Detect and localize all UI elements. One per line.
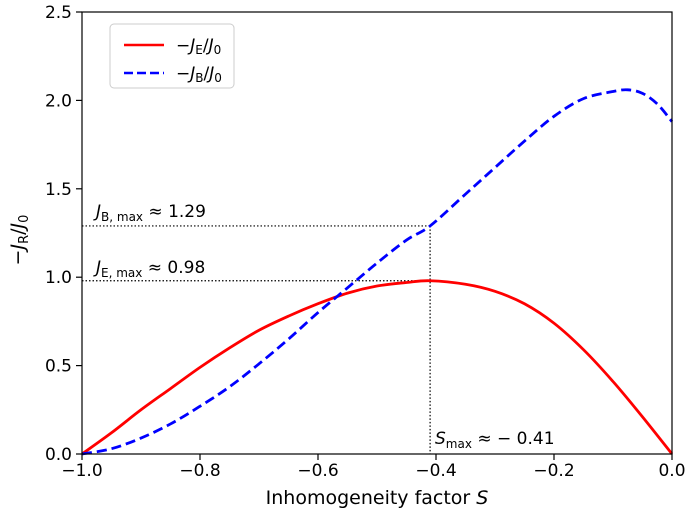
x-tick-label: −0.8: [179, 461, 220, 481]
x-tick-label: −0.2: [533, 461, 574, 481]
y-tick-label: 0.0: [45, 445, 72, 465]
y-tick-label: 1.0: [45, 268, 72, 288]
legend: −JE/J0 −JB/J0: [109, 23, 235, 89]
y-tick-label: 2.0: [45, 91, 72, 111]
legend-label-jb: −JB/J0: [176, 64, 222, 85]
plot-frame: [81, 11, 673, 455]
y-tick-label: 0.5: [45, 357, 72, 377]
x-tick-label: −0.6: [297, 461, 338, 481]
annotation-s-max: Smax ≈ − 0.41: [435, 429, 555, 451]
x-tick-label: 0.0: [658, 461, 685, 481]
legend-label-je: −JE/J0: [176, 36, 221, 57]
x-axis-label: Inhomogeneity factor S: [266, 487, 489, 509]
y-axis-label: −JR/J0: [7, 215, 32, 266]
annotation-je-max: JE, max ≈ 0.98: [93, 258, 205, 280]
annotation-jb-max: JB, max ≈ 1.29: [93, 202, 206, 224]
series-line-je: [81, 279, 674, 456]
y-tick-label: 2.5: [45, 3, 72, 23]
series-line-jb: [81, 88, 674, 456]
x-tick-label: −1.0: [61, 461, 102, 481]
x-tick-label: −0.4: [415, 461, 456, 481]
y-tick-label: 1.5: [45, 180, 72, 200]
